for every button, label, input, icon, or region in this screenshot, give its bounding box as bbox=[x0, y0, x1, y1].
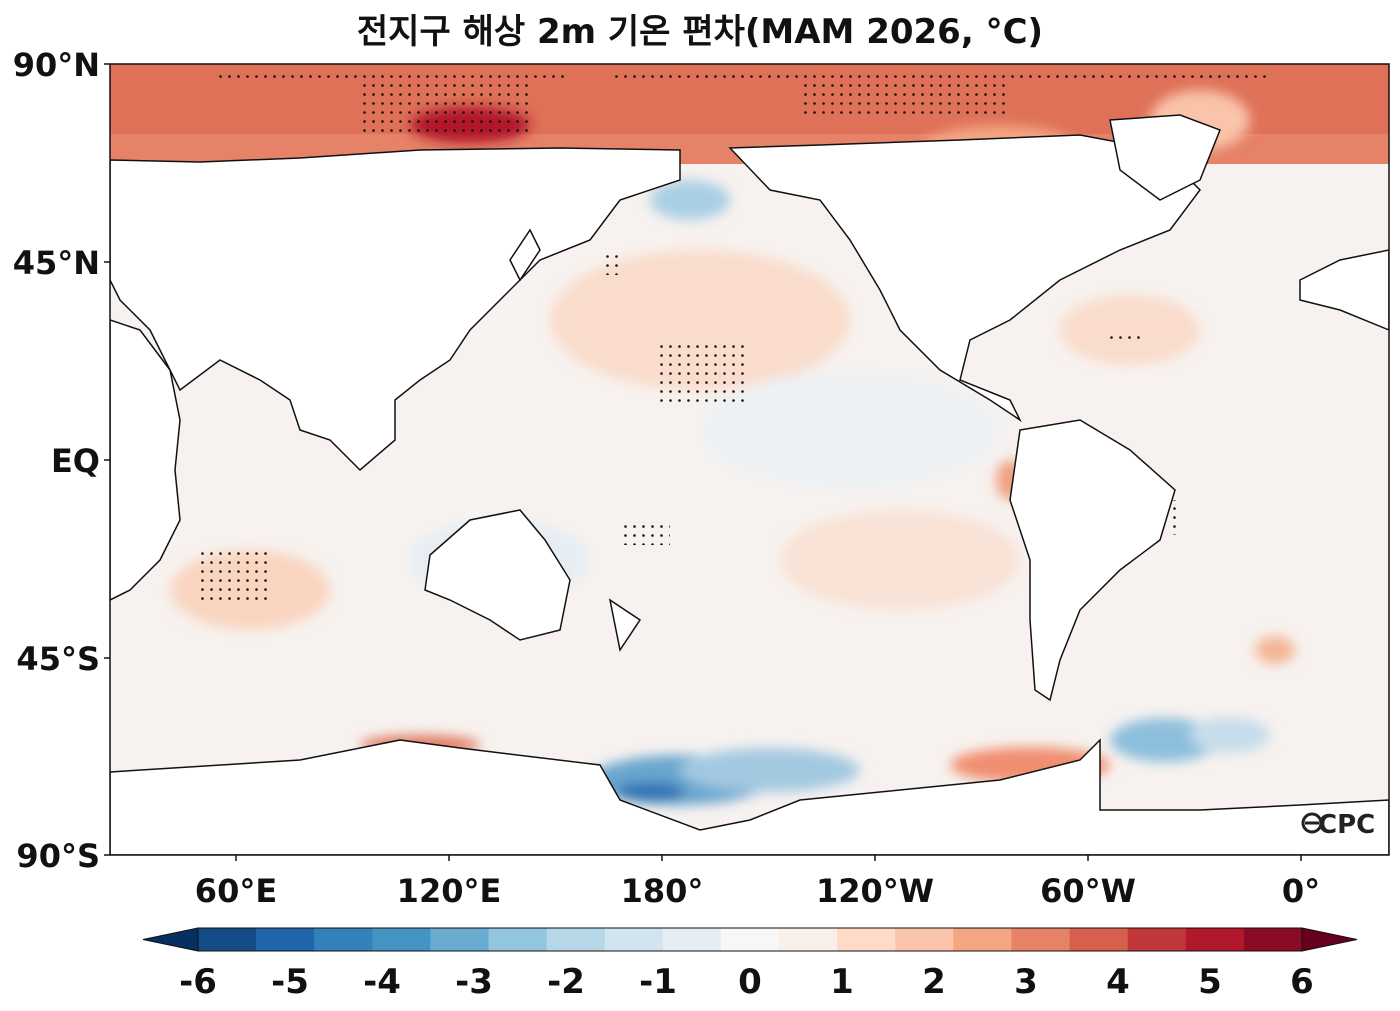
colorbar-segment bbox=[1069, 928, 1129, 951]
ocean-field bbox=[110, 64, 1389, 855]
significance-stippling bbox=[200, 70, 1270, 600]
colorbar-extend-min bbox=[142, 927, 199, 952]
colorbar-tick-label: 3 bbox=[1014, 962, 1038, 1002]
colorbar-segment bbox=[895, 928, 954, 951]
colorbar-segment bbox=[198, 928, 257, 951]
colorbar-segment bbox=[720, 928, 780, 951]
lon-tick-label: 180° bbox=[621, 872, 704, 910]
colorbar-tick-label: -1 bbox=[639, 962, 677, 1002]
colorbar-ticks: -6 -5 -4 -3 -2 -1 0 1 2 3 4 5 6 bbox=[179, 962, 1314, 1002]
lat-tick-label: 45°N bbox=[13, 244, 100, 282]
colorbar-tick-label: -5 bbox=[271, 962, 309, 1002]
colorbar-segment bbox=[546, 928, 606, 951]
colorbar-segment bbox=[314, 928, 373, 951]
lat-tick-label: 45°S bbox=[16, 640, 100, 678]
land bbox=[110, 114, 1389, 855]
colorbar-tick-label: 2 bbox=[922, 962, 946, 1002]
colorbar-tick-label: 5 bbox=[1198, 962, 1222, 1002]
colorbar-tick-label: 4 bbox=[1106, 962, 1130, 1002]
colorbar-segment bbox=[779, 928, 838, 951]
colorbar-tick-label: -4 bbox=[363, 962, 401, 1002]
colorbar-segment bbox=[662, 928, 722, 951]
colorbar-tick-label: -2 bbox=[547, 962, 585, 1002]
svg-text:CPC: CPC bbox=[1318, 810, 1375, 840]
lon-tick-label: 120°E bbox=[397, 872, 502, 910]
colorbar-extend-max bbox=[1301, 927, 1358, 952]
lon-tick-label: 60°W bbox=[1040, 872, 1136, 910]
colorbar bbox=[142, 927, 1358, 952]
lon-tick-label: 0° bbox=[1282, 872, 1320, 910]
lat-tick-label: EQ bbox=[51, 442, 100, 480]
lat-tick-label: 90°S bbox=[16, 837, 100, 875]
colorbar-segment bbox=[1243, 928, 1303, 951]
lon-tick-label: 60°E bbox=[195, 872, 277, 910]
colorbar-segment bbox=[488, 928, 548, 951]
colorbar-segment bbox=[837, 928, 896, 951]
colorbar-segment bbox=[1011, 928, 1071, 951]
colorbar-segment bbox=[1185, 928, 1245, 951]
colorbar-tick-label: 1 bbox=[830, 962, 854, 1002]
colorbar-segment bbox=[1127, 928, 1187, 951]
colorbar-tick-label: 6 bbox=[1290, 962, 1314, 1002]
colorbar-segment bbox=[430, 928, 490, 951]
lat-tick-label: 90°N bbox=[13, 46, 100, 84]
colorbar-tick-label: 0 bbox=[738, 962, 762, 1002]
colorbar-tick-label: -6 bbox=[179, 962, 217, 1002]
colorbar-segment bbox=[953, 928, 1012, 951]
lon-tick-label: 120°W bbox=[816, 872, 934, 910]
longitude-axis: 60°E 120°E 180° 120°W 60°W 0° bbox=[195, 855, 1320, 910]
colorbar-segment bbox=[256, 928, 315, 951]
colorbar-segment bbox=[604, 928, 664, 951]
map-title: 전지구 해상 2m 기온 편차(MAM 2026, °C) bbox=[356, 12, 1044, 52]
colorbar-tick-label: -3 bbox=[455, 962, 493, 1002]
colorbar-segment bbox=[372, 928, 431, 951]
latitude-axis: 90°N 45°N EQ 45°S 90°S bbox=[13, 46, 110, 875]
cpc-logo: CPC bbox=[1301, 810, 1375, 840]
